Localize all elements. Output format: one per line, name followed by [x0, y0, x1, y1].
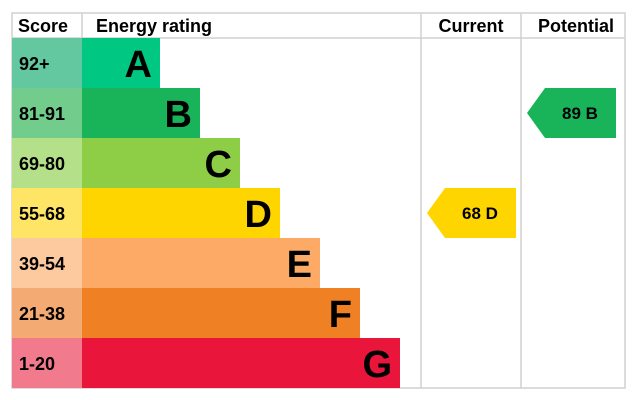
score-range-E: 39-54: [19, 254, 65, 274]
band-letter-D: D: [245, 194, 272, 236]
band-bar-B: [82, 88, 200, 138]
band-bar-G: [82, 338, 400, 388]
score-range-F: 21-38: [19, 304, 65, 324]
score-range-C: 69-80: [19, 154, 65, 174]
score-range-D: 55-68: [19, 204, 65, 224]
score-cell-B: [12, 88, 82, 138]
band-letter-G: G: [362, 344, 392, 386]
header-potential: Potential: [538, 16, 614, 36]
band-letter-B: B: [165, 94, 192, 136]
band-bar-C: [82, 138, 240, 188]
band-bar-A: [82, 38, 160, 88]
potential-arrow: [527, 88, 616, 138]
band-letter-C: C: [205, 144, 232, 186]
band-bar-D: [82, 188, 280, 238]
score-cell-E: [12, 238, 82, 288]
score-range-B: 81-91: [19, 104, 65, 124]
header-score: Score: [18, 16, 68, 36]
band-bar-E: [82, 238, 320, 288]
band-letter-A: A: [125, 44, 152, 86]
score-range-G: 1-20: [19, 354, 55, 374]
band-letter-F: F: [329, 294, 352, 336]
current-rating-label: 68 D: [462, 204, 498, 223]
header-energy-rating: Energy rating: [96, 16, 212, 36]
score-cell-G: [12, 338, 82, 388]
score-cell-D: [12, 188, 82, 238]
potential-rating-label: 89 B: [562, 104, 598, 123]
score-cell-F: [12, 288, 82, 338]
current-arrow: [427, 188, 516, 238]
band-bar-F: [82, 288, 360, 338]
score-range-A: 92+: [19, 54, 50, 74]
score-cell-C: [12, 138, 82, 188]
header-current: Current: [438, 16, 503, 36]
band-letter-E: E: [287, 244, 312, 286]
score-cell-A: [12, 38, 82, 88]
